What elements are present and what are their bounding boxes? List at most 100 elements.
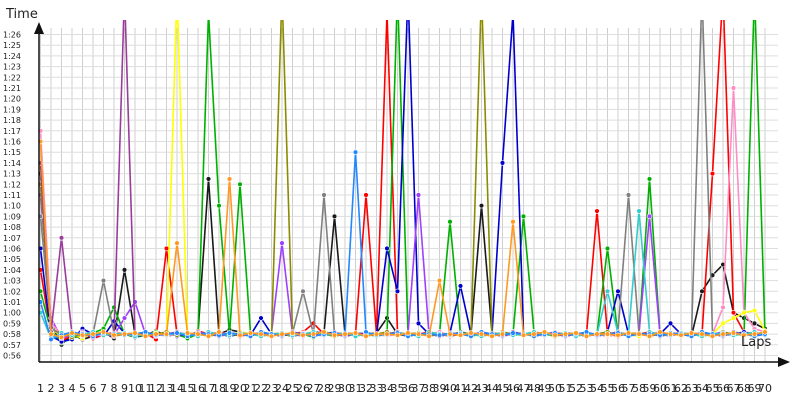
x-tick-label: 26 [296,382,310,395]
data-point [415,331,422,337]
data-point [279,331,285,337]
data-point [520,213,527,220]
x-tick-label: 6 [90,382,97,395]
data-point [58,334,65,341]
data-point [730,310,737,316]
data-point [195,331,201,337]
data-point [163,245,170,252]
x-tick-label: 60 [653,382,667,395]
data-point [394,332,401,338]
data-point [709,333,716,339]
x-tick-label: 19 [223,382,237,395]
data-point [447,331,453,337]
data-point [751,331,758,337]
x-tick-label: 68 [737,382,751,395]
data-point [636,331,642,337]
data-point [39,299,44,305]
data-point [363,333,369,339]
x-tick-label: 42 [464,382,478,395]
data-point [300,332,306,338]
y-tick-label: 1:14 [3,159,21,168]
x-tick-label: 61 [664,382,678,395]
data-point [646,213,653,220]
x-tick-label: 45 [496,382,510,395]
x-tick-label: 8 [111,382,118,395]
x-tick-label: 37 [412,382,426,395]
data-point [205,176,212,182]
y-tick-label: 1:06 [3,245,21,254]
x-tick-label: 38 [422,382,436,395]
data-point [48,331,54,337]
data-point [132,330,138,336]
x-tick-label: 52 [569,382,583,395]
data-point [384,331,390,337]
data-point [762,329,768,335]
data-point [751,307,758,314]
x-tick-label: 12 [149,382,163,395]
x-tick-label: 39 [433,382,447,395]
data-point [636,208,642,214]
y-tick-label: 1:21 [3,84,21,93]
data-point [720,331,726,337]
data-point [69,330,75,336]
y-tick-label: 1:03 [3,277,21,286]
y-tick-label: 0:58 [3,330,21,339]
data-point [447,219,453,225]
x-tick-label: 47 [517,382,531,395]
data-point [289,330,296,336]
x-tick-label: 64 [695,382,709,395]
data-point [720,304,726,311]
data-point [100,277,107,284]
data-point [174,330,180,336]
x-tick-label: 27 [307,382,321,395]
data-point [405,330,411,336]
data-point [352,330,359,336]
x-tick-label: 36 [401,382,415,395]
data-point [541,329,548,335]
data-point [552,332,558,338]
data-point [730,85,737,91]
data-point [100,329,107,335]
data-point [79,332,86,338]
x-tick-label: 69 [748,382,762,395]
x-tick-label: 63 [685,382,699,395]
data-point [237,181,243,188]
data-point [604,288,611,294]
x-tick-label: 65 [706,382,720,395]
x-tick-label: 66 [716,382,730,395]
x-tick-label: 58 [632,382,646,395]
data-point [751,320,758,327]
data-point [604,245,611,252]
y-tick-label: 0:56 [3,352,21,361]
y-tick-label: 1:13 [3,170,21,179]
data-point [594,331,600,337]
data-point [111,332,117,338]
y-tick-label: 1:15 [3,148,21,157]
data-point [258,315,264,321]
axes [34,22,790,367]
data-point [39,288,44,294]
data-point [499,160,506,166]
data-point [206,11,211,16]
data-point [709,170,716,177]
data-point [216,329,222,335]
x-tick-label: 25 [286,382,300,395]
x-tick-label: 24 [275,382,289,395]
x-tick-label: 34 [380,382,394,395]
y-tick-label: 1:11 [3,191,21,200]
y-tick-label: 1:09 [3,212,21,221]
x-tick-label: 15 [181,382,195,395]
x-tick-label: 57 [622,382,636,395]
x-tick-label: 46 [506,382,520,395]
y-tick-label: 1:08 [3,223,21,232]
y-tick-label: 1:19 [3,105,21,114]
data-point [321,329,327,335]
data-point [258,331,264,337]
data-point [520,332,527,338]
data-point [373,331,380,337]
x-tick-label: 49 [538,382,552,395]
x-tick-label: 4 [69,382,76,395]
data-point [163,331,170,337]
data-point [720,320,726,327]
